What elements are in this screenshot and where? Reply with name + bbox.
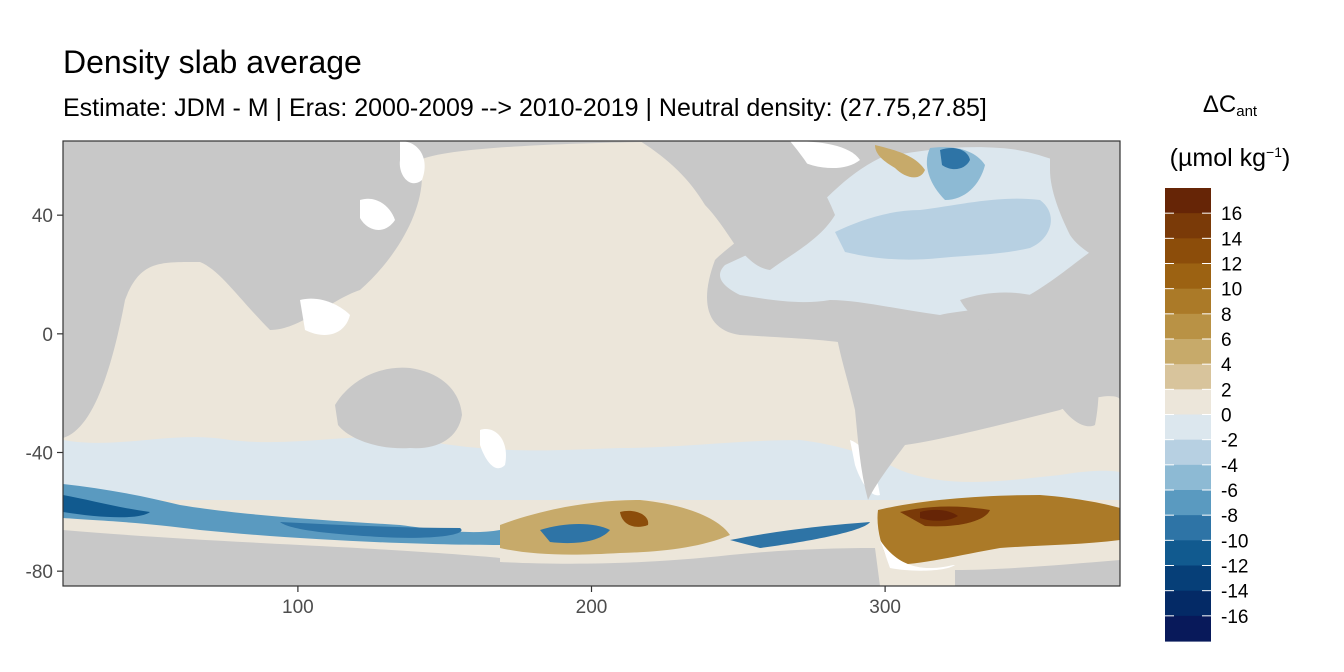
legend-swatch [1165, 615, 1211, 642]
legend-label: -16 [1221, 607, 1248, 628]
legend-swatch [1165, 213, 1211, 239]
y-tick-label: 0 [42, 325, 53, 346]
legend-swatch [1165, 339, 1211, 365]
no-data-north-atlantic-top [790, 141, 860, 169]
land-south-america [835, 320, 961, 500]
y-tick-label: -80 [26, 562, 53, 583]
legend-label: -6 [1221, 481, 1238, 502]
ocean-field-ross-sea-deep [620, 510, 649, 527]
legend-label: -8 [1221, 506, 1238, 527]
no-data-maritime-continent [300, 298, 350, 335]
legend-swatch [1165, 414, 1211, 441]
legend-label: -10 [1221, 531, 1248, 552]
legend-label: -2 [1221, 431, 1238, 452]
legend-swatch [1165, 540, 1211, 567]
land-africa-east [960, 292, 1099, 427]
land-europe [1050, 141, 1120, 270]
legend-label: -4 [1221, 456, 1238, 477]
legend-group: 16 14 12 10 8 6 4 2 0 -2 -4 -6 -8 -10 -12 -14 -16 [1165, 188, 1249, 642]
legend-swatch [1165, 439, 1211, 466]
ocean-field-amundsen-blue [730, 522, 870, 548]
legend-swatch [1165, 364, 1211, 390]
legend-title-symbol: ΔC [1202, 91, 1237, 118]
legend-swatch [1165, 288, 1211, 315]
legend-label: -14 [1221, 582, 1249, 603]
no-data-antarctic-margin [880, 540, 955, 571]
legend-swatch [1165, 389, 1211, 416]
legend-label: 10 [1221, 280, 1242, 301]
y-tick-label: -40 [26, 444, 53, 465]
legend-swatch [1165, 590, 1211, 617]
land-africa [63, 141, 202, 258]
legend-swatch [1165, 565, 1211, 592]
legend-label: 2 [1221, 380, 1232, 401]
legend-swatch [1165, 263, 1211, 290]
land-antarctica [63, 530, 1120, 586]
ocean-field-nordic-brown [875, 145, 925, 178]
land-north-america [640, 141, 835, 270]
no-data-north-pacific [360, 198, 395, 230]
legend-unit-open: (µmol kg [1169, 144, 1267, 172]
no-data-east-asia [399, 141, 425, 184]
ocean-field-labrador-sea-deep [940, 148, 970, 170]
legend-swatch [1165, 490, 1211, 516]
legend-label: 14 [1221, 229, 1243, 250]
ocean-field-ross-sea-blue [540, 524, 610, 544]
legend-unit-close: ) [1282, 144, 1291, 172]
legend-swatch [1165, 515, 1211, 541]
legend-label: -12 [1221, 557, 1248, 578]
legend-swatch [1165, 313, 1211, 340]
legend-title-subscript: ant [1236, 103, 1258, 120]
y-tick-label: 40 [32, 206, 53, 227]
chart-subtitle: Estimate: JDM - M | Eras: 2000-2009 --> … [63, 94, 987, 122]
legend-label: 8 [1221, 305, 1232, 326]
legend-label: 12 [1221, 255, 1242, 276]
x-tick-label: 200 [576, 597, 608, 618]
legend-label: 16 [1221, 204, 1242, 225]
legend-swatch [1165, 188, 1211, 214]
legend-unit: (µmol kg−1) [1160, 136, 1300, 174]
legend-label: 0 [1221, 406, 1232, 427]
legend-swatch [1165, 238, 1211, 265]
ocean-field-labrador-sea [926, 147, 985, 200]
no-data-new-zealand [480, 429, 506, 469]
legend-unit-superscript: −1 [1266, 144, 1282, 160]
legend-label: 4 [1221, 355, 1232, 376]
x-tick-label: 100 [282, 597, 314, 618]
ocean-field-indian-sector-deep [63, 495, 150, 518]
ocean-field-weddell-sea-core [920, 509, 958, 521]
legend-label: 6 [1221, 330, 1232, 351]
legend-swatch [1165, 464, 1211, 491]
chart-title: Density slab average [63, 44, 362, 80]
ocean-field-north-atlantic-core [835, 198, 1051, 260]
land-australia [335, 367, 462, 449]
x-tick-label: 300 [869, 597, 901, 618]
map-field-layer [63, 141, 1120, 586]
legend-title: ΔCant [1160, 90, 1300, 127]
ocean-field-indian-sector-deep-2 [280, 522, 462, 538]
